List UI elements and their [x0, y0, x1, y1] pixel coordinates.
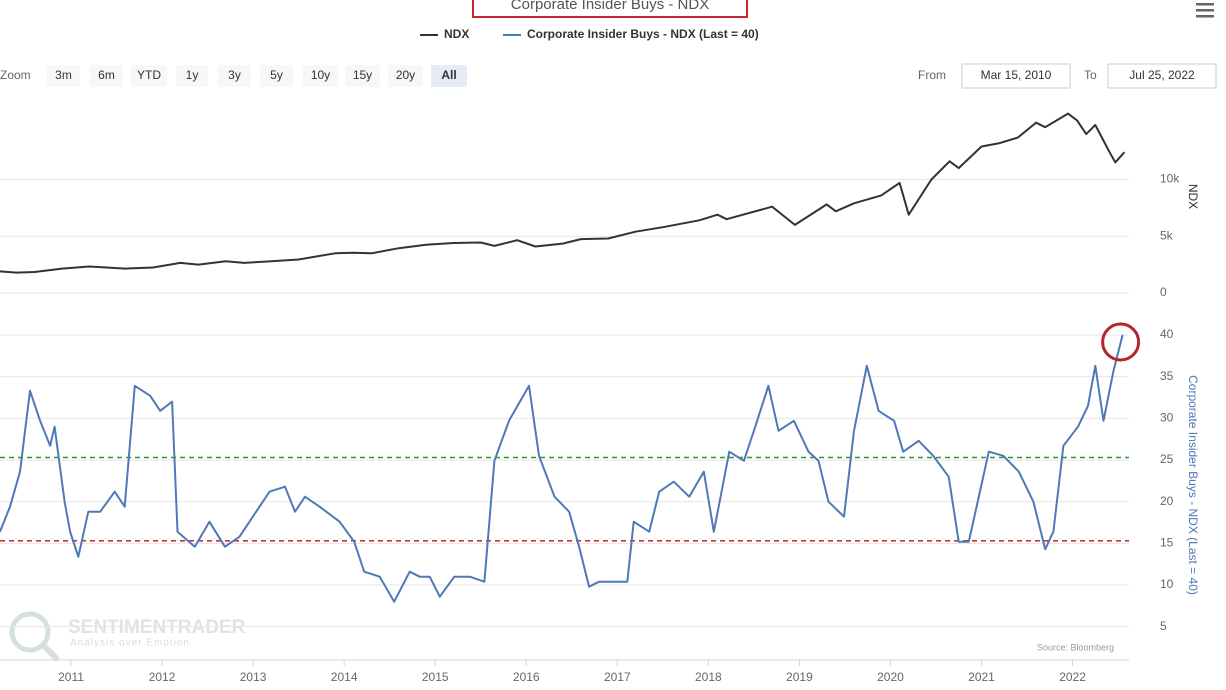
to-label: To — [1084, 68, 1097, 82]
y-tick-label: 10k — [1160, 172, 1180, 186]
zoom-button-label[interactable]: 6m — [98, 68, 115, 82]
zoom-button[interactable] — [388, 65, 423, 87]
watermark — [9, 611, 61, 663]
watermark-subtext: Analysis over Emotion — [70, 638, 190, 649]
y-tick-label: 35 — [1160, 369, 1174, 383]
zoom-button-label[interactable]: All — [441, 68, 456, 82]
from-input[interactable] — [961, 63, 1071, 89]
zoom-button-label[interactable]: 5y — [270, 68, 283, 82]
y-tick-label: 25 — [1160, 452, 1174, 466]
watermark-text: SENTIMENTRADER — [68, 617, 246, 638]
y-tick-label: 15 — [1160, 536, 1174, 550]
chart-title: Corporate Insider Buys - NDX — [511, 0, 709, 13]
x-tick-label: 2021 — [968, 670, 995, 684]
series-line — [0, 112, 1126, 274]
zoom-button[interactable] — [431, 65, 467, 87]
highlight-circle — [1101, 322, 1141, 362]
zoom-button[interactable] — [303, 65, 338, 87]
legend-label[interactable]: NDX — [444, 27, 469, 41]
x-tick-label: 2015 — [422, 670, 449, 684]
y-tick-label: 5k — [1160, 228, 1174, 242]
x-tick-label: 2012 — [149, 670, 176, 684]
zoom-button-label[interactable]: 15y — [353, 68, 372, 82]
zoom-button[interactable] — [176, 65, 208, 87]
zoom-button[interactable] — [131, 65, 167, 87]
zoom-button-label[interactable]: 3m — [55, 68, 72, 82]
x-tick-label: 2013 — [240, 670, 267, 684]
from-value[interactable]: Mar 15, 2010 — [981, 68, 1052, 82]
y-tick-label: 5 — [1160, 619, 1167, 633]
x-tick-label: 2020 — [877, 670, 904, 684]
y-tick-label: 40 — [1160, 327, 1174, 341]
series-line — [0, 334, 1124, 603]
source: Source: Bloomberg — [1037, 642, 1114, 652]
from-label: From — [918, 68, 946, 82]
x-tick-label: 2017 — [604, 670, 631, 684]
y-tick-label: 30 — [1160, 411, 1174, 425]
y-axis-label: NDX — [1186, 184, 1200, 209]
zoom-button-label[interactable]: 20y — [396, 68, 415, 82]
x-tick-label: 2016 — [513, 670, 540, 684]
zoom-button[interactable] — [218, 65, 251, 87]
y-tick-label: 20 — [1160, 494, 1174, 508]
x-tick-label: 2022 — [1059, 670, 1086, 684]
x-tick-label: 2018 — [695, 670, 722, 684]
x-tick-label: 2014 — [331, 670, 358, 684]
zoom-button[interactable] — [90, 65, 123, 87]
x-tick-label: 2019 — [786, 670, 813, 684]
zoom-button[interactable] — [345, 65, 380, 87]
zoom-button-label[interactable]: YTD — [137, 68, 161, 82]
zoom-label: Zoom — [0, 68, 31, 82]
title-box — [472, 0, 748, 18]
zoom-button-label[interactable]: 10y — [311, 68, 330, 82]
zoom-button[interactable] — [47, 65, 80, 87]
menu-icon[interactable] — [1196, 3, 1214, 18]
y-tick-label: 10 — [1160, 577, 1174, 591]
to-value[interactable]: Jul 25, 2022 — [1129, 68, 1195, 82]
zoom-button[interactable] — [260, 65, 293, 87]
legend-label[interactable]: Corporate Insider Buys - NDX (Last = 40) — [527, 27, 759, 41]
y-axis-label: Corporate Insider Buys - NDX (Last = 40) — [1186, 375, 1200, 595]
to-input[interactable] — [1107, 63, 1217, 89]
x-tick-label: 2011 — [58, 670, 84, 684]
zoom-button-label[interactable]: 1y — [186, 68, 199, 82]
y-tick-label: 0 — [1160, 285, 1167, 299]
zoom-button-label[interactable]: 3y — [228, 68, 241, 82]
